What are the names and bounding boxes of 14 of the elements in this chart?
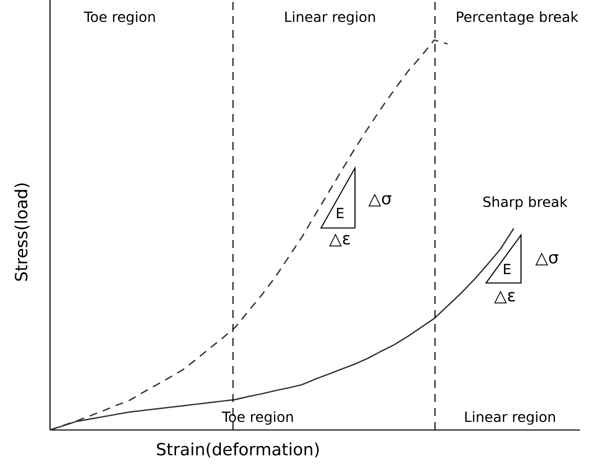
annotation: Sharp break [483,196,568,210]
annotation: △σ [368,194,392,206]
annotation: Toe region [222,411,293,425]
annotation: Linear region [465,411,555,425]
annotation: E [336,208,344,218]
annotation: △ε [494,290,515,304]
text: Toe region [84,11,155,25]
annotation: △σ [535,252,558,266]
annotation: △ε [329,234,350,246]
y-axis-title: Stress(load) [14,183,30,281]
text: Linear region [285,11,375,25]
text: Percentage break [456,11,578,25]
x-axis-title: Strain(deformation) [157,442,319,458]
annotation: E [504,264,511,274]
